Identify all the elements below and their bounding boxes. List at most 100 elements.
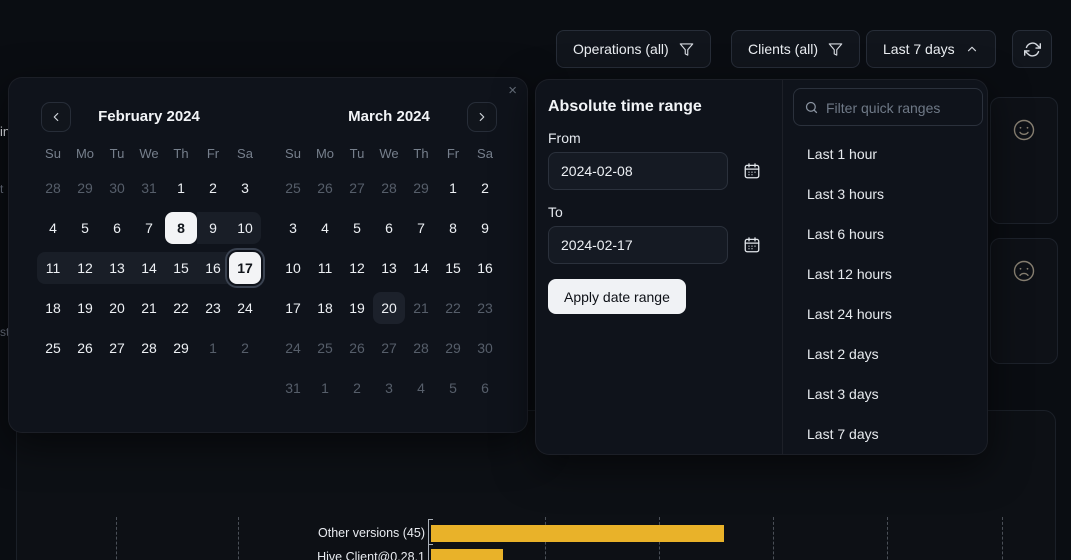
quick-range-item[interactable]: Last 3 hours <box>807 186 885 202</box>
day-cell[interactable]: 21 <box>141 300 157 316</box>
day-cell[interactable]: 12 <box>69 252 101 284</box>
quick-range-item[interactable]: Last 7 days <box>807 426 879 442</box>
day-cell[interactable]: 18 <box>317 300 333 316</box>
quick-range-filter-input[interactable] <box>824 89 980 127</box>
quick-range-item[interactable]: Last 6 hours <box>807 226 885 242</box>
day-cell[interactable]: 27 <box>381 340 397 356</box>
day-cell[interactable]: 31 <box>285 380 301 396</box>
day-cell[interactable]: 30 <box>477 340 493 356</box>
day-cell[interactable]: 26 <box>77 340 93 356</box>
day-cell[interactable]: 4 <box>417 380 425 396</box>
day-cell[interactable]: 7 <box>417 220 425 236</box>
day-cell[interactable]: 11 <box>37 252 69 284</box>
from-calendar-icon-button[interactable] <box>740 159 764 183</box>
day-cell[interactable]: 25 <box>285 180 301 196</box>
day-cell[interactable]: 9 <box>481 220 489 236</box>
apply-date-range-button[interactable]: Apply date range <box>548 279 686 314</box>
day-cell[interactable]: 4 <box>49 220 57 236</box>
day-cell[interactable]: 6 <box>113 220 121 236</box>
day-cell[interactable]: 9 <box>197 212 229 244</box>
day-cell[interactable]: 2 <box>353 380 361 396</box>
day-cell[interactable]: 29 <box>173 340 189 356</box>
day-cell[interactable]: 7 <box>145 220 153 236</box>
day-cell[interactable]: 1 <box>177 180 185 196</box>
day-cell[interactable]: 21 <box>413 300 429 316</box>
day-cell[interactable]: 14 <box>133 252 165 284</box>
day-cell[interactable]: 15 <box>445 260 461 276</box>
weekday-label: Fr <box>206 145 220 161</box>
day-cell[interactable]: 12 <box>349 260 365 276</box>
day-cell[interactable]: 22 <box>445 300 461 316</box>
day-cell[interactable]: 17 <box>285 300 301 316</box>
day-cell[interactable]: 19 <box>77 300 93 316</box>
day-cell[interactable]: 2 <box>209 180 217 196</box>
day-cell[interactable]: 1 <box>209 340 217 356</box>
quick-range-item[interactable]: Last 3 days <box>807 386 879 402</box>
previous-month-button[interactable] <box>41 102 71 132</box>
day-cell[interactable]: 2 <box>481 180 489 196</box>
day-cell[interactable]: 3 <box>289 220 297 236</box>
day-cell[interactable]: 23 <box>205 300 221 316</box>
day-cell[interactable]: 8 <box>165 212 197 244</box>
day-cell[interactable]: 3 <box>385 380 393 396</box>
day-cell[interactable]: 25 <box>317 340 333 356</box>
day-cell[interactable]: 3 <box>241 180 249 196</box>
day-cell[interactable]: 29 <box>445 340 461 356</box>
to-calendar-icon-button[interactable] <box>740 233 764 257</box>
clients-filter-button[interactable]: Clients (all) <box>731 30 861 68</box>
to-date-input[interactable] <box>548 226 728 264</box>
day-cell[interactable]: 6 <box>481 380 489 396</box>
day-cell[interactable]: 31 <box>141 180 157 196</box>
day-cell[interactable]: 19 <box>349 300 365 316</box>
day-cell[interactable]: 24 <box>237 300 253 316</box>
operations-filter-button[interactable]: Operations (all) <box>556 30 711 68</box>
day-cell[interactable]: 26 <box>317 180 333 196</box>
timerange-button[interactable]: Last 7 days <box>866 30 996 68</box>
day-cell[interactable]: 15 <box>165 252 197 284</box>
day-cell[interactable]: 5 <box>81 220 89 236</box>
day-cell[interactable]: 23 <box>477 300 493 316</box>
day-cell[interactable]: 28 <box>45 180 61 196</box>
day-cell[interactable]: 28 <box>141 340 157 356</box>
day-cell[interactable]: 29 <box>413 180 429 196</box>
day-cell[interactable]: 8 <box>449 220 457 236</box>
day-cell[interactable]: 4 <box>321 220 329 236</box>
day-cell[interactable]: 2 <box>241 340 249 356</box>
day-cell[interactable]: 13 <box>381 260 397 276</box>
day-cell[interactable]: 10 <box>285 260 301 276</box>
quick-range-item[interactable]: Last 1 hour <box>807 146 878 162</box>
day-cell[interactable]: 22 <box>173 300 189 316</box>
day-cell[interactable]: 11 <box>317 260 333 276</box>
refresh-button[interactable] <box>1012 30 1052 68</box>
day-cell[interactable]: 5 <box>449 380 457 396</box>
next-month-button[interactable] <box>467 102 497 132</box>
close-icon[interactable]: × <box>508 82 517 99</box>
day-cell[interactable]: 30 <box>109 180 125 196</box>
day-cell[interactable]: 18 <box>45 300 61 316</box>
day-cell[interactable]: 5 <box>353 220 361 236</box>
day-cell[interactable]: 29 <box>77 180 93 196</box>
day-cell[interactable]: 6 <box>385 220 393 236</box>
from-date-input[interactable] <box>548 152 728 190</box>
day-cell[interactable]: 13 <box>101 252 133 284</box>
day-cell[interactable]: 20 <box>109 300 125 316</box>
day-cell[interactable]: 16 <box>197 252 229 284</box>
day-cell[interactable]: 1 <box>321 380 329 396</box>
day-cell[interactable]: 24 <box>285 340 301 356</box>
day-cell[interactable]: 10 <box>229 212 261 244</box>
day-cell[interactable]: 27 <box>349 180 365 196</box>
quick-range-item[interactable]: Last 12 hours <box>807 266 892 282</box>
day-cell[interactable]: 16 <box>477 260 493 276</box>
day-cell[interactable]: 27 <box>109 340 125 356</box>
quick-range-item[interactable]: Last 2 days <box>807 346 879 362</box>
day-cell[interactable]: 20 <box>373 292 405 324</box>
quick-range-item[interactable]: Last 24 hours <box>807 306 892 322</box>
day-cell[interactable]: 17 <box>229 252 261 284</box>
day-cell[interactable]: 28 <box>381 180 397 196</box>
calendar-week-row: 25 26 27 28 29 1 2 <box>277 172 501 204</box>
day-cell[interactable]: 26 <box>349 340 365 356</box>
day-cell[interactable]: 14 <box>413 260 429 276</box>
day-cell[interactable]: 28 <box>413 340 429 356</box>
day-cell[interactable]: 25 <box>45 340 61 356</box>
day-cell[interactable]: 1 <box>449 180 457 196</box>
